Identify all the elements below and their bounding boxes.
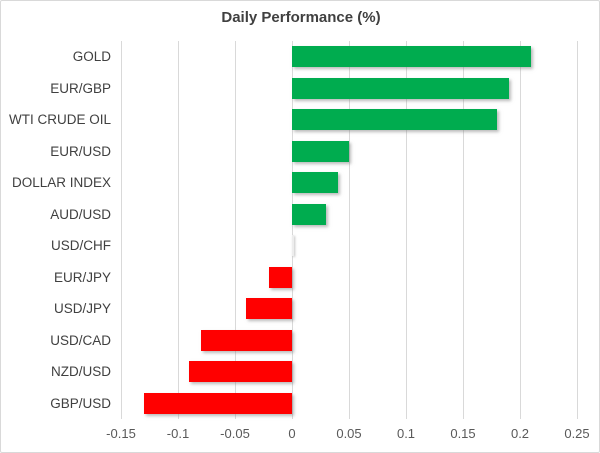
x-tick-label: -0.1 xyxy=(166,426,190,441)
gridline xyxy=(178,41,179,419)
category-label-gold: GOLD xyxy=(72,49,111,64)
category-label-aud-usd: AUD/USD xyxy=(50,206,111,222)
chart-title: Daily Performance (%) xyxy=(221,9,381,26)
plot-area xyxy=(121,41,578,419)
category-label-eur-usd: EUR/USD xyxy=(50,143,111,159)
gridline xyxy=(520,41,521,419)
x-tick-label: 0.1 xyxy=(396,426,416,441)
bar-nzd-usd xyxy=(189,361,292,383)
bar-eur-jpy xyxy=(269,266,292,288)
bar-usd-cad xyxy=(200,329,292,351)
category-label-usd-jpy: USD/JPY xyxy=(53,301,111,316)
x-tick-label: 0.2 xyxy=(510,426,530,441)
category-label-usd-cad: USD/CAD xyxy=(50,332,111,348)
bar-usd-jpy xyxy=(246,298,292,320)
x-tick-label: 0.15 xyxy=(450,426,476,441)
zero-gridline xyxy=(292,41,293,419)
bar-aud-usd xyxy=(292,203,327,225)
bar-eur-gbp xyxy=(292,77,509,99)
bar-dollar-index xyxy=(292,172,338,194)
bar-wti-crude-oil xyxy=(292,109,498,131)
gridline xyxy=(235,41,236,419)
category-label-eur-jpy: EUR/JPY xyxy=(53,269,111,285)
bar-gold xyxy=(292,46,532,68)
x-tick-label: 0.05 xyxy=(336,426,362,441)
gridline xyxy=(121,41,122,419)
category-label-wti-crude-oil: WTI CRUDE OIL xyxy=(8,112,111,127)
x-tick-label: -0.15 xyxy=(106,426,136,441)
gridline xyxy=(577,41,578,419)
category-label-eur-gbp: EUR/GBP xyxy=(50,80,111,96)
bar-usd-chf xyxy=(292,235,294,257)
gridline xyxy=(349,41,350,419)
bar-eur-usd xyxy=(292,140,349,162)
category-label-usd-chf: USD/CHF xyxy=(51,238,111,253)
x-tick-label: -0.05 xyxy=(220,426,250,441)
category-label-dollar-index: DOLLAR INDEX xyxy=(11,175,111,190)
category-label-gbp-usd: GBP/USD xyxy=(50,395,111,411)
x-tick-label: 0 xyxy=(288,426,296,441)
bar-gbp-usd xyxy=(143,392,292,414)
gridline xyxy=(406,41,407,419)
x-tick-label: 0.25 xyxy=(564,426,590,441)
category-label-nzd-usd: NZD/USD xyxy=(51,364,111,379)
gridline xyxy=(463,41,464,419)
